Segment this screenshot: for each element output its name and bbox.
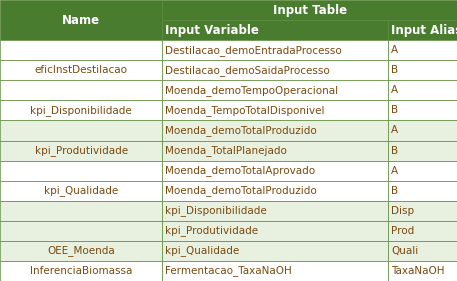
- Text: Input Variable: Input Variable: [165, 24, 259, 37]
- Bar: [0, 201, 162, 221]
- Text: kpi_Produtividade: kpi_Produtividade: [35, 145, 128, 156]
- Bar: [162, 100, 388, 121]
- Bar: [162, 140, 388, 160]
- Text: kpi_Qualidade: kpi_Qualidade: [44, 185, 118, 196]
- Bar: [162, 60, 388, 80]
- Bar: [0, 40, 162, 60]
- Bar: [162, 80, 388, 100]
- Bar: [162, 20, 388, 40]
- Text: A: A: [391, 166, 399, 176]
- Bar: [0, 100, 162, 121]
- Text: B: B: [391, 105, 399, 115]
- Text: Destilacao_demoEntradaProcesso: Destilacao_demoEntradaProcesso: [165, 45, 342, 56]
- Bar: [388, 100, 457, 121]
- Text: Moenda_demoTempoOperacional: Moenda_demoTempoOperacional: [165, 85, 338, 96]
- Bar: [162, 201, 388, 221]
- Text: A: A: [391, 125, 399, 135]
- Text: Input Table: Input Table: [272, 4, 347, 17]
- Text: Prod: Prod: [391, 226, 414, 236]
- Bar: [388, 261, 457, 281]
- Text: Destilacao_demoSaidaProcesso: Destilacao_demoSaidaProcesso: [165, 65, 330, 76]
- Bar: [0, 241, 162, 261]
- Text: A: A: [391, 85, 399, 95]
- Bar: [388, 181, 457, 201]
- Bar: [162, 221, 388, 241]
- Text: InferenciaBiomassa: InferenciaBiomassa: [30, 266, 133, 276]
- Text: kpi_Disponibilidade: kpi_Disponibilidade: [30, 105, 132, 116]
- Text: kpi_Qualidade: kpi_Qualidade: [165, 245, 239, 256]
- Text: TaxaNaOH: TaxaNaOH: [391, 266, 445, 276]
- Text: Moenda_demoTotalProduzido: Moenda_demoTotalProduzido: [165, 185, 317, 196]
- Bar: [0, 261, 162, 281]
- Bar: [162, 261, 388, 281]
- Bar: [0, 0, 162, 40]
- Text: Quali: Quali: [391, 246, 419, 256]
- Text: Moenda_demoTotalProduzido: Moenda_demoTotalProduzido: [165, 125, 317, 136]
- Text: Moenda_TotalPlanejado: Moenda_TotalPlanejado: [165, 145, 287, 156]
- Bar: [162, 160, 388, 181]
- Text: OEE_Moenda: OEE_Moenda: [47, 245, 115, 256]
- Text: Moenda_TempoTotalDisponivel: Moenda_TempoTotalDisponivel: [165, 105, 324, 116]
- Text: eficInstDestilacao: eficInstDestilacao: [35, 65, 128, 75]
- Bar: [388, 160, 457, 181]
- Bar: [388, 201, 457, 221]
- Text: Name: Name: [62, 13, 100, 27]
- Text: A: A: [391, 45, 399, 55]
- Bar: [0, 140, 162, 160]
- Bar: [0, 60, 162, 80]
- Bar: [162, 121, 388, 140]
- Bar: [388, 40, 457, 60]
- Text: kpi_Disponibilidade: kpi_Disponibilidade: [165, 205, 267, 216]
- Text: Moenda_demoTotalAprovado: Moenda_demoTotalAprovado: [165, 165, 315, 176]
- Bar: [162, 0, 457, 20]
- Text: Disp: Disp: [391, 206, 414, 216]
- Bar: [388, 241, 457, 261]
- Text: kpi_Produtividade: kpi_Produtividade: [165, 225, 258, 236]
- Bar: [0, 121, 162, 140]
- Bar: [388, 20, 457, 40]
- Bar: [162, 181, 388, 201]
- Text: B: B: [391, 65, 399, 75]
- Bar: [388, 140, 457, 160]
- Bar: [388, 221, 457, 241]
- Text: B: B: [391, 186, 399, 196]
- Bar: [0, 181, 162, 201]
- Bar: [162, 40, 388, 60]
- Bar: [0, 80, 162, 100]
- Text: Fermentacao_TaxaNaOH: Fermentacao_TaxaNaOH: [165, 266, 292, 277]
- Bar: [0, 221, 162, 241]
- Text: Input Alias: Input Alias: [391, 24, 457, 37]
- Text: B: B: [391, 146, 399, 156]
- Bar: [388, 80, 457, 100]
- Bar: [388, 60, 457, 80]
- Bar: [388, 121, 457, 140]
- Bar: [162, 241, 388, 261]
- Bar: [0, 160, 162, 181]
